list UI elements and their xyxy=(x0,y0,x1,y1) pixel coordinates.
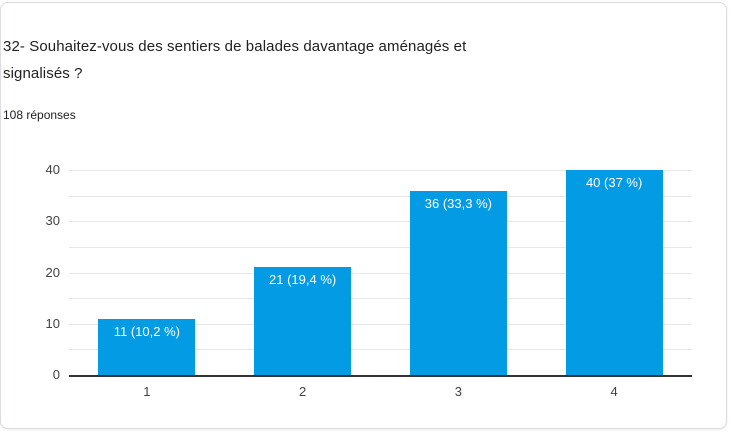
gridline xyxy=(69,246,692,248)
y-tick-label: 40 xyxy=(45,162,60,177)
x-tick-label: 3 xyxy=(454,384,462,399)
x-tick-label: 2 xyxy=(299,384,307,399)
y-tick-label: 20 xyxy=(45,264,60,280)
gridline xyxy=(69,170,692,171)
bar-value-label: 40 (37 %) xyxy=(585,175,643,190)
question-title-line-1: 32- Souhaitez-vous des sentiers de balad… xyxy=(3,38,467,55)
y-tick-label: 10 xyxy=(45,315,60,331)
gridline xyxy=(69,349,692,351)
responses-count: 108 réponses xyxy=(3,108,76,122)
bar-value-label: 11 (10,2 %) xyxy=(113,323,180,339)
x-axis: 1 2 3 4 xyxy=(69,383,692,401)
gridline xyxy=(69,195,692,197)
question-title-line-2: signalisés ? xyxy=(3,65,83,82)
bar[interactable]: 40 (37 %) xyxy=(565,170,663,375)
gridline xyxy=(69,298,692,300)
bar-value-label: 36 (33,3 %) xyxy=(424,195,492,211)
bar[interactable]: 21 (19,4 %) xyxy=(254,267,352,375)
bar[interactable]: 11 (10,2 %) xyxy=(98,318,196,375)
gridline xyxy=(69,323,692,325)
y-tick-label: 0 xyxy=(52,367,60,382)
gridline xyxy=(69,221,692,223)
y-tick-label: 30 xyxy=(45,213,60,229)
question-title: 32- Souhaitez-vous des sentiers de balad… xyxy=(3,33,643,87)
bar[interactable]: 36 (33,3 %) xyxy=(409,190,507,375)
gridline xyxy=(69,272,692,274)
x-tick-label: 1 xyxy=(143,384,151,399)
bar-value-label: 21 (19,4 %) xyxy=(269,272,337,288)
question-summary-card: 32- Souhaitez-vous des sentiers de balad… xyxy=(0,2,727,429)
x-tick-label: 4 xyxy=(610,384,618,399)
plot-area: 11 (10,2 %) 21 (19,4 %) 36 (33,3 %) 40 (37 … xyxy=(69,170,692,377)
